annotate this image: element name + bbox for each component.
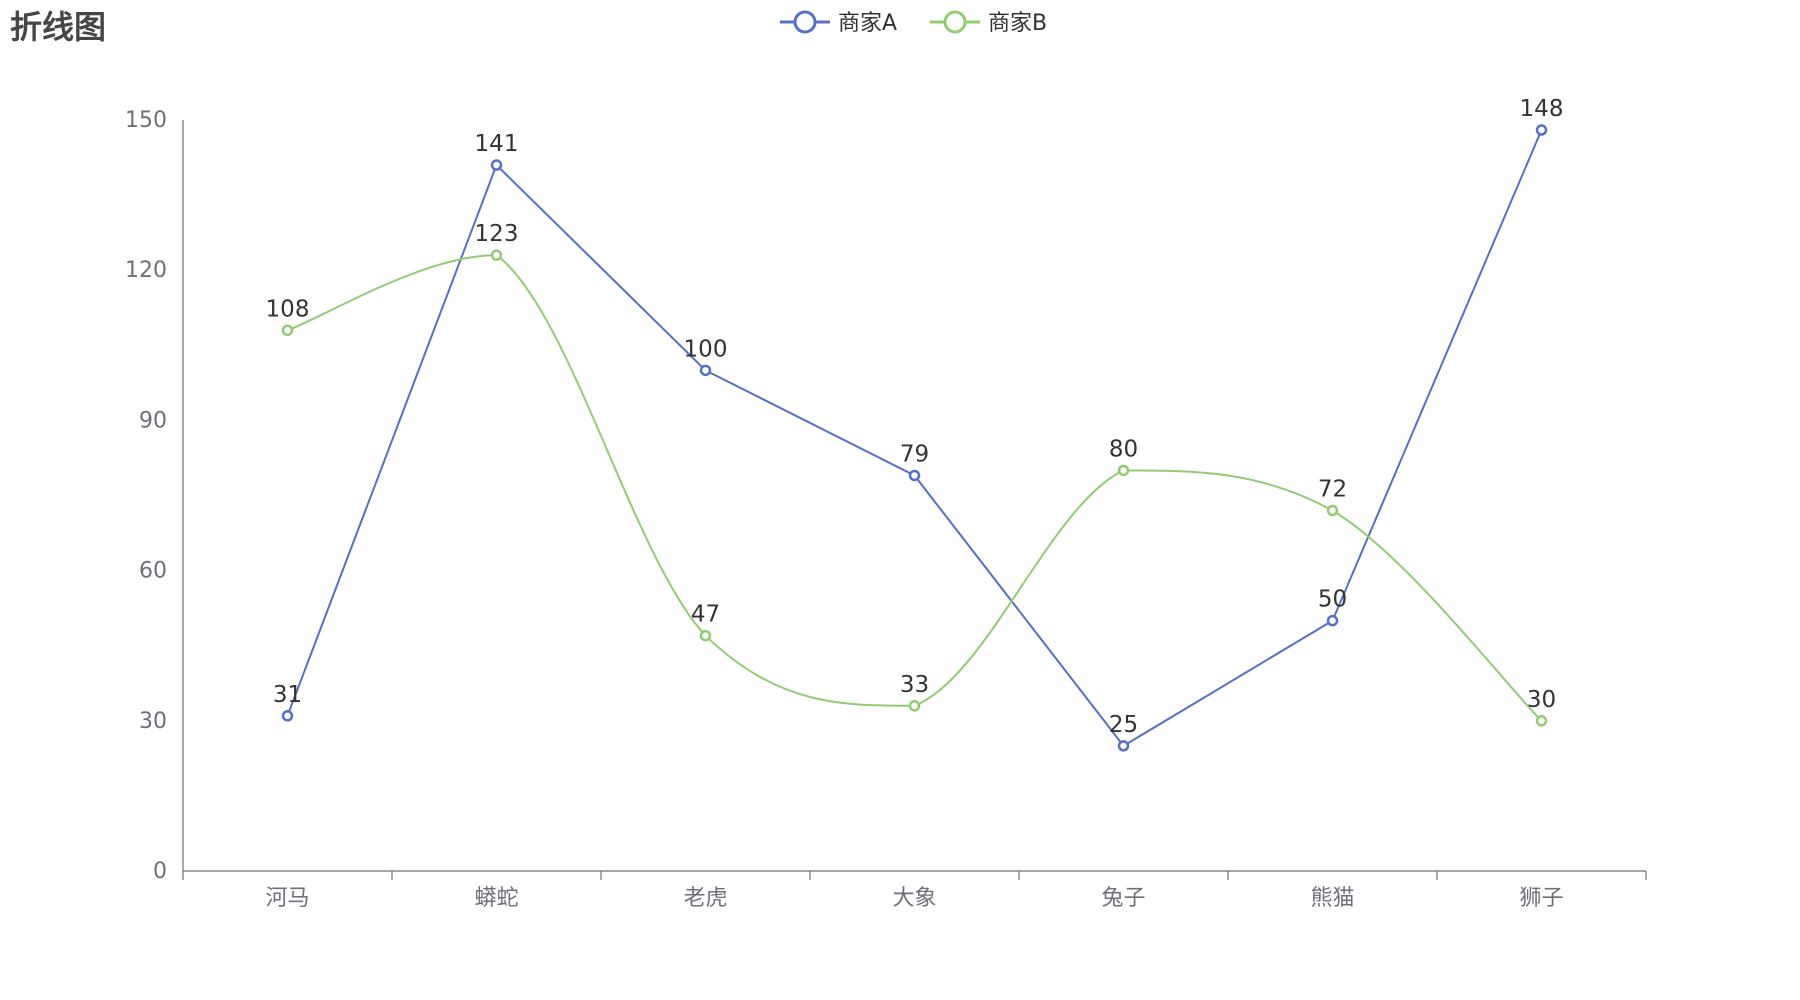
data-point[interactable] [1535, 715, 1548, 727]
data-label: 30 [1527, 687, 1556, 713]
data-point[interactable] [699, 364, 712, 377]
data-label: 47 [691, 602, 720, 628]
data-label: 25 [1109, 712, 1138, 738]
data-label: 100 [684, 336, 728, 362]
data-label: 108 [266, 296, 310, 322]
x-tick-label: 蟒蛇 [474, 886, 518, 911]
data-labels: 31 141 100 79 25 50 148 108 123 47 33 80 72 30 [266, 96, 1564, 738]
data-point[interactable] [1535, 124, 1548, 136]
data-point[interactable] [281, 710, 294, 722]
data-label: 33 [900, 672, 929, 698]
y-tick-label: 30 [139, 709, 167, 734]
legend-label: 商家A [838, 11, 897, 36]
legend-label: 商家B [988, 11, 1047, 36]
data-point[interactable] [1326, 614, 1339, 627]
data-point[interactable] [1117, 740, 1130, 752]
data-label: 72 [1318, 477, 1347, 503]
data-label: 50 [1318, 587, 1347, 613]
axes: 0 30 60 90 120 150 河马 蟒蛇 老虎 大象 兔子 熊猫 狮子 [125, 108, 1647, 911]
y-tick-label: 60 [139, 559, 167, 584]
data-point[interactable] [1117, 464, 1130, 477]
series-line-b [287, 254, 1543, 722]
data-point[interactable] [908, 469, 921, 482]
y-tick-label: 90 [139, 408, 167, 433]
data-point[interactable] [281, 324, 294, 337]
data-point[interactable] [908, 700, 921, 712]
data-label: 79 [900, 441, 929, 467]
data-label: 141 [475, 131, 519, 157]
legend[interactable]: 商家A 商家B [780, 10, 1047, 36]
data-point[interactable] [490, 249, 503, 261]
series-layer [281, 124, 1548, 752]
x-tick-label: 大象 [892, 886, 936, 911]
chart-title: 折线图 [10, 8, 107, 46]
data-label: 31 [273, 682, 302, 708]
legend-marker-icon [793, 10, 817, 34]
data-point[interactable] [699, 629, 712, 642]
legend-item-b[interactable]: 商家B [930, 10, 1047, 36]
x-tick-label: 老虎 [683, 886, 727, 911]
y-tick-label: 150 [125, 108, 167, 133]
legend-item-a[interactable]: 商家A [780, 10, 897, 36]
data-label: 148 [1520, 96, 1564, 122]
data-point[interactable] [1326, 504, 1339, 517]
x-tick-label: 兔子 [1101, 886, 1145, 911]
y-tick-label: 120 [125, 258, 167, 283]
data-label: 123 [475, 221, 519, 247]
x-tick-label: 熊猫 [1310, 886, 1354, 911]
legend-marker-icon [943, 10, 967, 34]
x-tick-label: 河马 [265, 886, 309, 911]
x-tick-label: 狮子 [1519, 886, 1563, 911]
y-tick-label: 0 [153, 859, 167, 884]
data-point[interactable] [490, 159, 503, 171]
data-label: 80 [1109, 436, 1138, 462]
